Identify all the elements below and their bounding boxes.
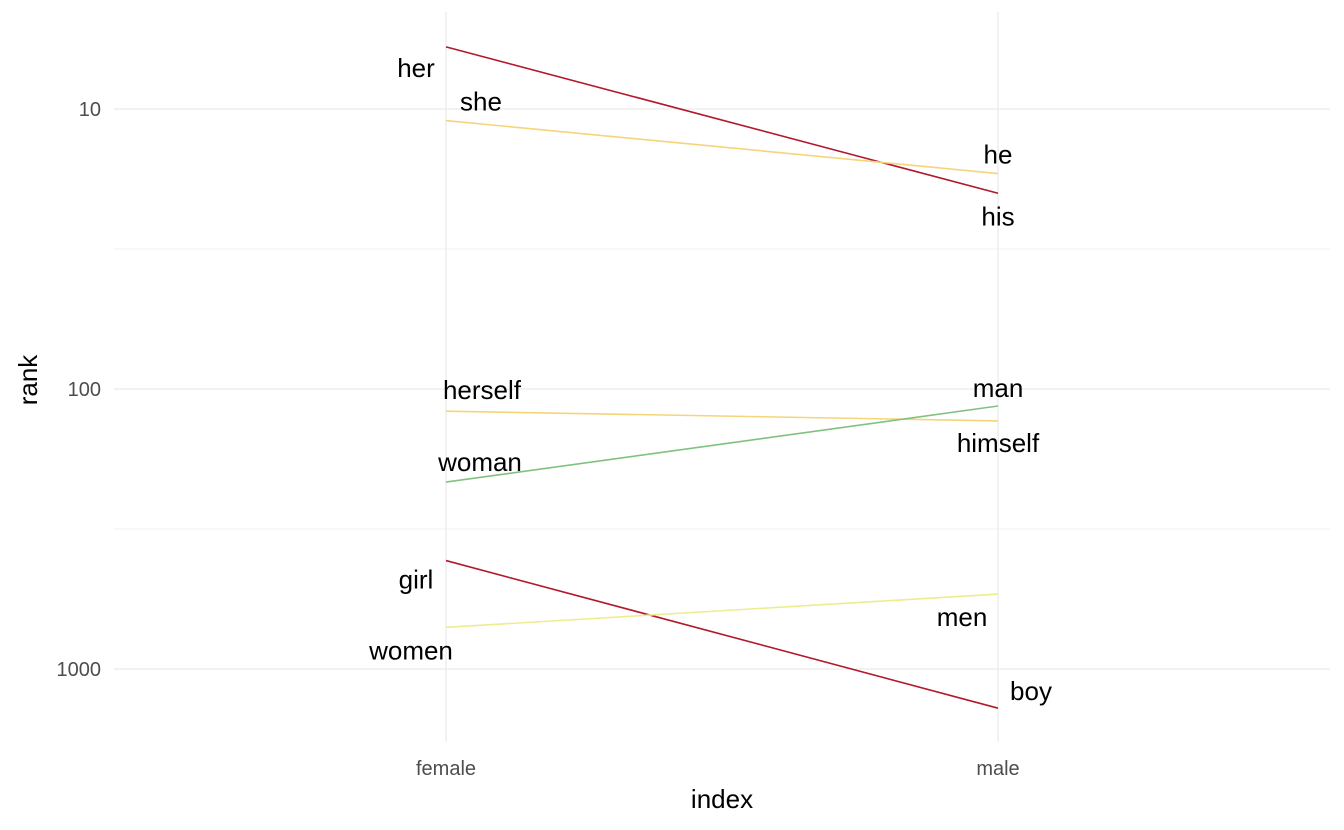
y-tick-label: 10 [79, 99, 101, 121]
word-label-woman: woman [437, 447, 522, 477]
word-label-layer: her his she he herself himself woman man girl boy… [368, 53, 1052, 706]
word-label-she: she [460, 87, 502, 117]
series-line-girl-boy [445, 559, 999, 709]
series-line-women-men [445, 593, 999, 629]
word-label-himself: himself [957, 428, 1040, 458]
series-line-herself-himself [445, 410, 999, 422]
x-tick-label: female [416, 758, 476, 780]
word-label-men: men [937, 602, 988, 632]
word-label-her: her [397, 53, 435, 83]
word-label-girl: girl [399, 565, 434, 595]
axis-layer: 10 100 1000 female male [57, 99, 1020, 780]
word-label-boy: boy [1010, 676, 1052, 706]
word-label-man: man [973, 373, 1024, 403]
y-axis-title: rank [13, 354, 43, 406]
word-label-herself: herself [443, 375, 522, 405]
series-line-woman-man [445, 405, 999, 483]
y-tick-label: 1000 [57, 659, 102, 681]
word-label-he: he [984, 140, 1013, 170]
series-layer [445, 46, 999, 709]
y-tick-label: 100 [68, 379, 101, 401]
grid-layer [114, 12, 1330, 742]
x-axis-title: index [691, 784, 753, 814]
word-label-women: women [368, 635, 453, 665]
series-line-she-he [445, 119, 999, 175]
x-tick-label: male [976, 758, 1019, 780]
series-line-her-his [445, 46, 999, 195]
word-label-his: his [981, 201, 1014, 231]
